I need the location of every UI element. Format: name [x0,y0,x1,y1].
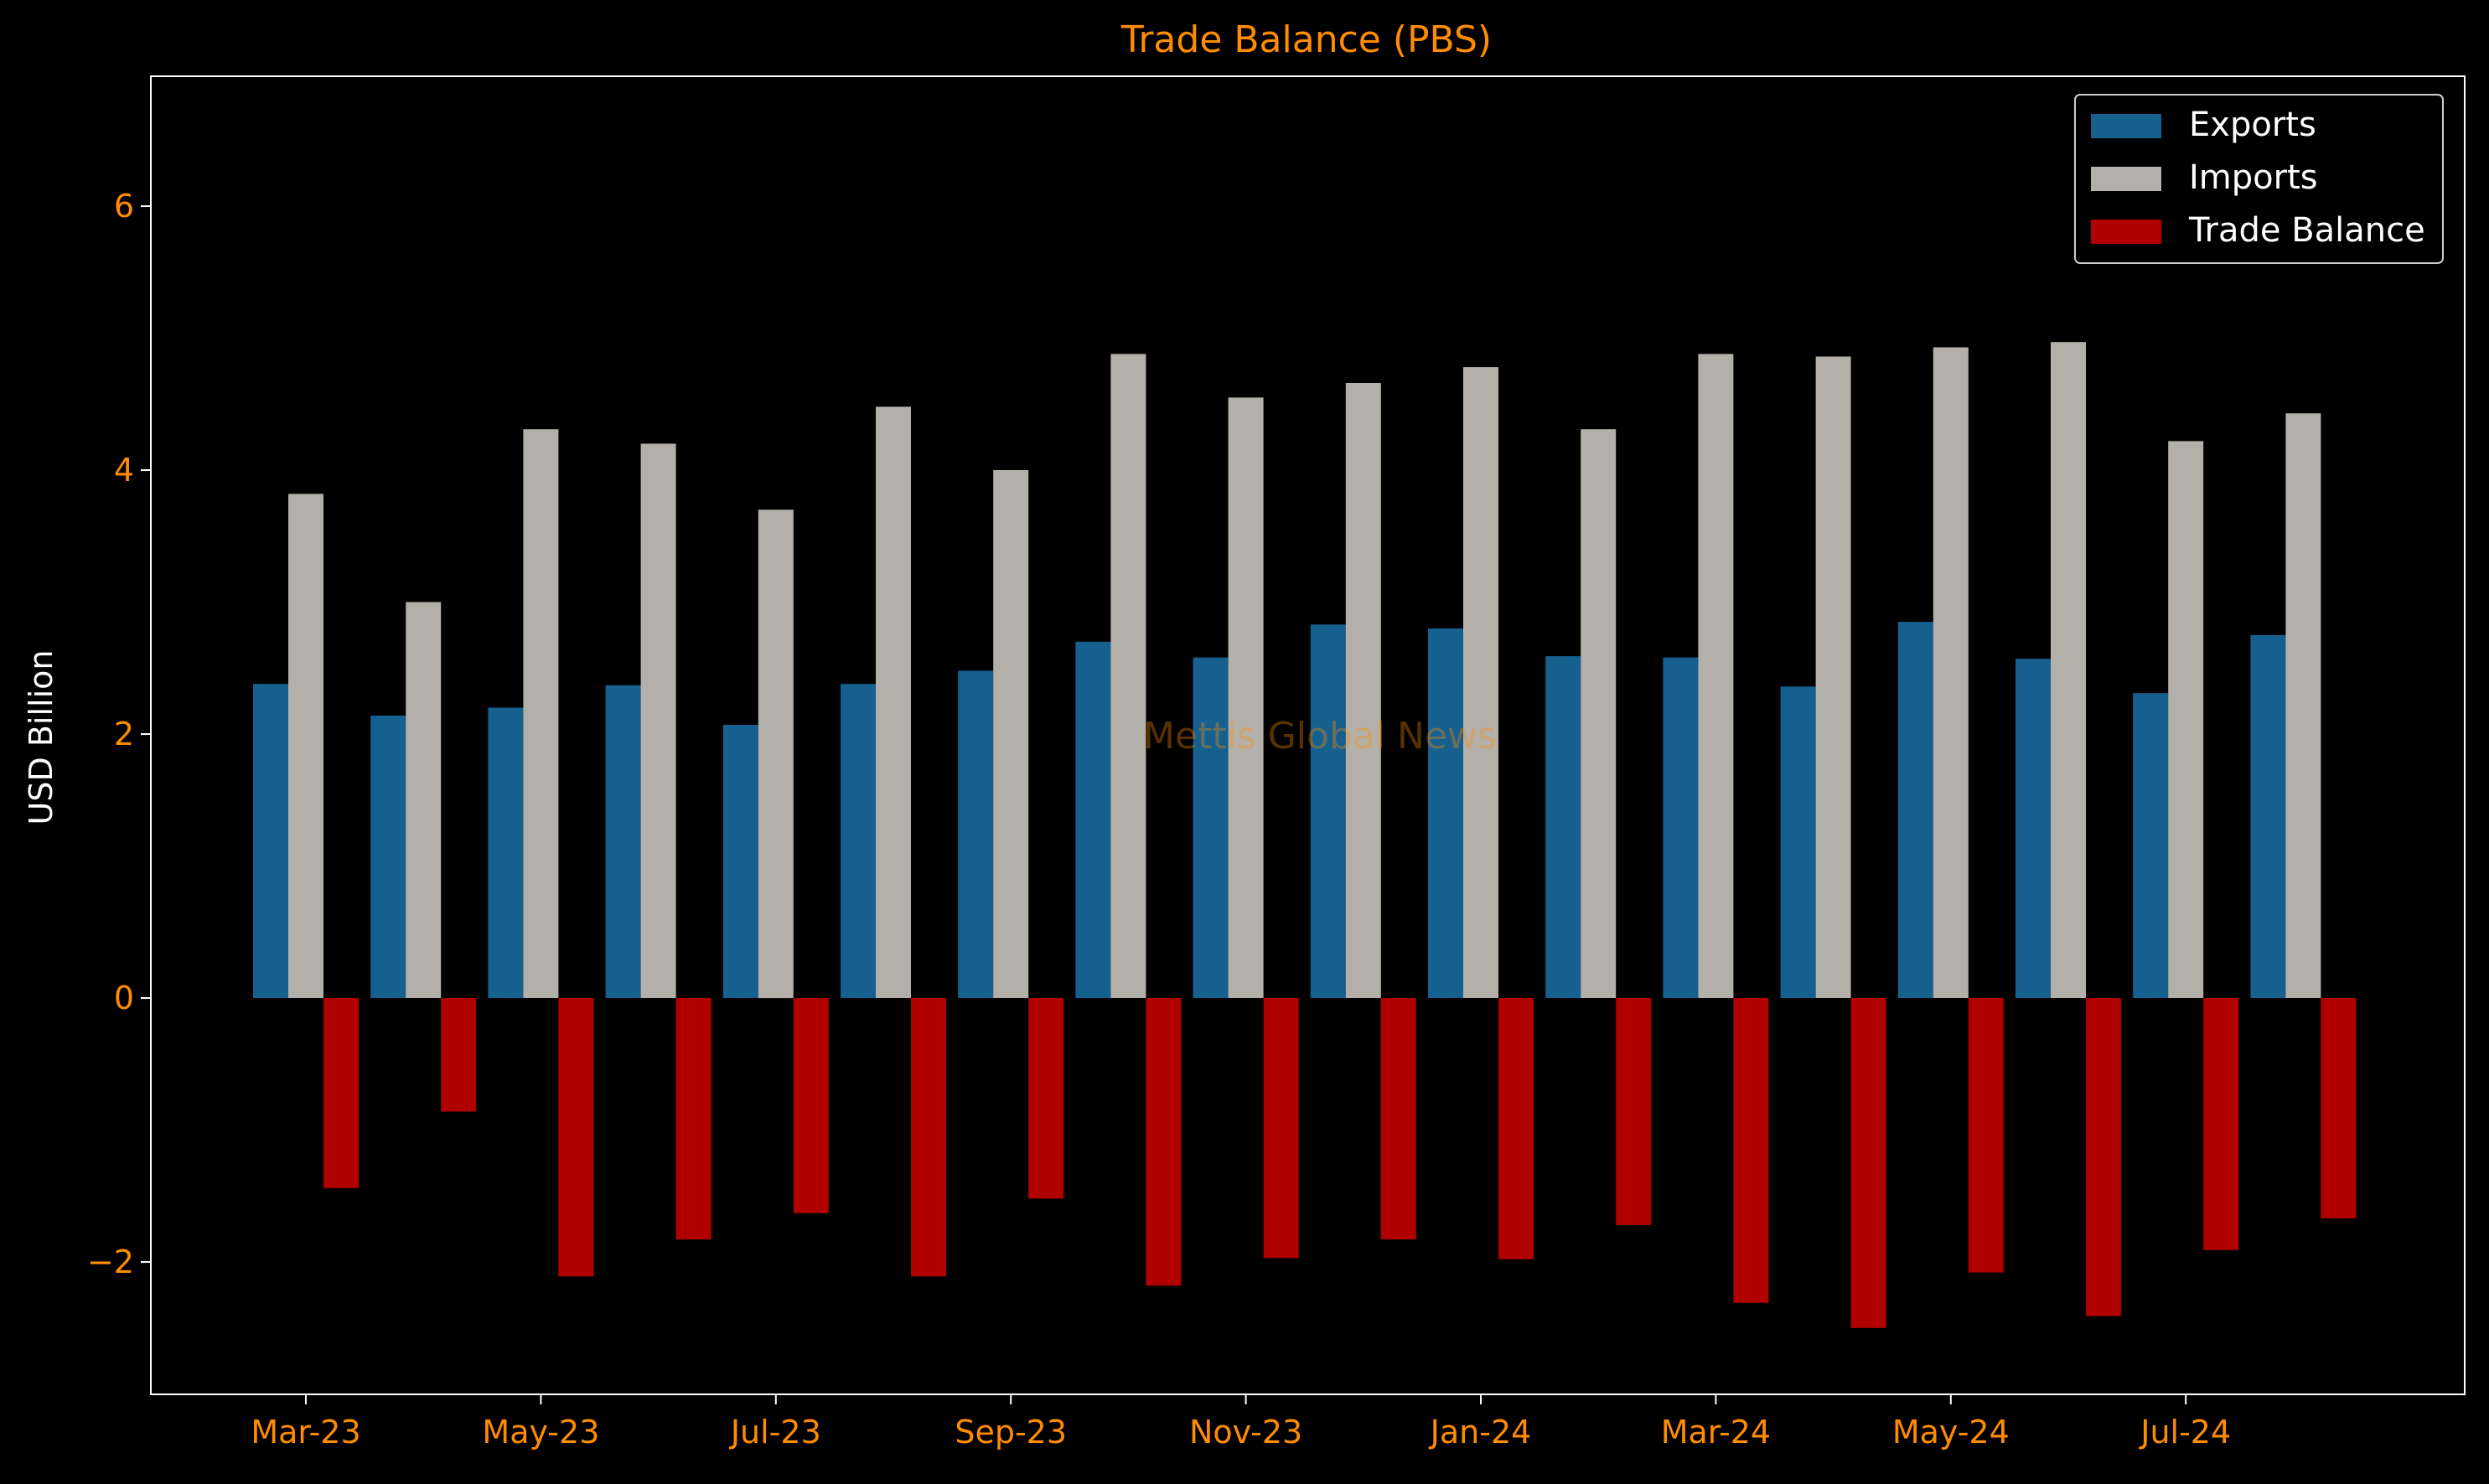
chart-title: Trade Balance (PBS) [1120,18,1492,61]
exports-bar [1897,622,1933,998]
imports-bar [523,429,559,998]
x-tick-label: Jan-24 [1429,1414,1532,1450]
exports-bar [722,725,758,998]
x-tick-label: Sep-23 [955,1414,1067,1450]
exports-bar [1545,656,1581,998]
trade-balance-bar [441,998,477,1112]
exports-bar [2133,693,2169,998]
imports-bar [1815,356,1851,998]
trade-balance-bar [2203,998,2239,1250]
trade-balance-bar [1263,998,1299,1259]
legend-label: Imports [2189,158,2318,197]
exports-bar [958,670,994,998]
imports-bar [876,406,911,998]
legend-box [2074,94,2444,264]
trade-balance-bar [1028,998,1064,1199]
x-tick-label: Mar-24 [1661,1414,1771,1450]
trade-balance-bar [323,998,359,1188]
trade-balance-bar [1616,998,1652,1225]
imports-bar [2168,441,2204,998]
x-tick-label: Nov-23 [1189,1414,1302,1450]
imports-bar [2285,413,2321,998]
exports-bar [488,707,524,998]
trade-balance-bar [793,998,829,1213]
trade-balance-bar [1498,998,1534,1259]
x-tick-label: Mar-23 [251,1414,360,1450]
y-tick-label: 0 [114,980,134,1016]
legend: Exports Imports Trade Balance [2074,94,2444,264]
imports-bar [2051,342,2086,998]
y-tick-label: 2 [114,716,134,752]
exports-bar [1075,641,1111,999]
imports-bar [1581,429,1617,998]
trade-balance-bar [558,998,594,1277]
imports-bar [1933,347,1969,998]
imports-bar [288,494,323,998]
imports-bar [993,470,1029,998]
x-tick-label: Jul-23 [729,1414,821,1450]
exports-bar [605,685,641,998]
trade-balance-bar [2086,998,2121,1316]
exports-bar [1310,624,1346,998]
imports-bar [758,509,794,999]
axes-frame [150,75,2466,1395]
exports-bar [1780,686,1816,998]
legend-swatch [2091,114,2161,138]
plot-area: −2 0 2 4 6 Mar-23 May-23 Jul-23 Sep-23 Nov-23 Jan-… [87,75,2466,1450]
legend-swatch [2091,220,2161,244]
imports-bar [1698,354,1734,998]
legend-label: Exports [2189,106,2316,144]
x-tick-label: Jul-24 [2139,1414,2231,1450]
imports-bar [1110,354,1146,998]
y-tick-label: 6 [114,188,134,225]
watermark: Mettis Global News [1143,715,1497,758]
y-axis-label: USD Billion [23,650,60,825]
exports-bar [2016,659,2051,998]
exports-bar [253,684,288,998]
imports-bar [406,602,442,998]
legend-label: Trade Balance [2188,211,2425,250]
y-tick-label: −2 [87,1244,134,1280]
trade-balance-bar [1850,998,1886,1328]
imports-bar [1228,397,1264,998]
y-tick-label: 4 [114,452,134,489]
trade-balance-bar [1380,998,1416,1240]
exports-bar [841,684,876,998]
trade-balance-bar [1146,998,1182,1286]
trade-balance-bar [911,998,946,1277]
exports-bar [2250,634,2286,998]
exports-bar [370,716,406,998]
exports-bar [1193,657,1229,998]
x-tick-label: May-23 [482,1414,599,1450]
legend-swatch [2091,167,2161,191]
trade-balance-bar [1733,998,1769,1303]
imports-bar [1463,367,1498,999]
exports-bar [1428,628,1463,998]
trade-balance-bar [2321,998,2357,1218]
x-tick-label: May-24 [1892,1414,2010,1450]
imports-bar [1345,383,1381,998]
trade-balance-bar [1968,998,2004,1273]
trade-balance-bar [675,998,712,1240]
exports-bar [1663,657,1699,998]
imports-bar [640,443,676,998]
